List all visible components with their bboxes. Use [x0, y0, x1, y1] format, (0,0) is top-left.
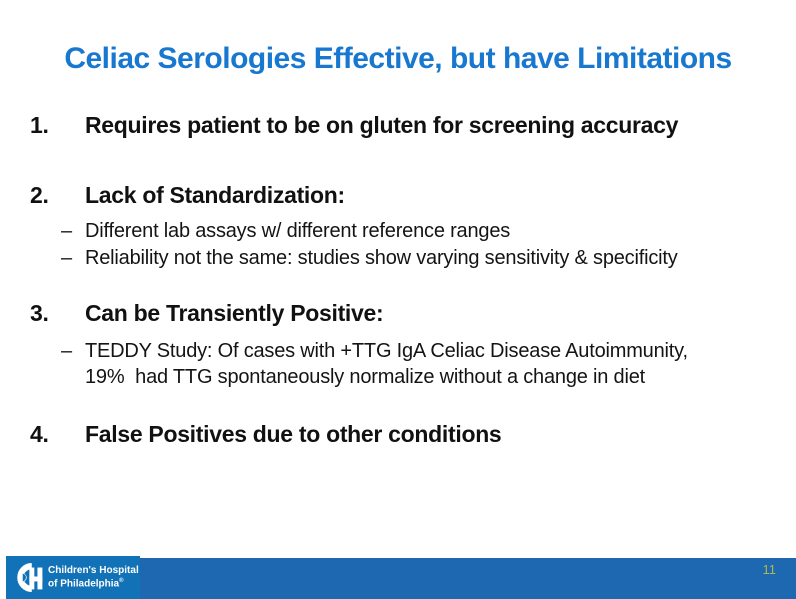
list-item-3-sub-1-text: TEDDY Study: Of cases with +TTG IgA Celi… [85, 340, 694, 388]
list-item-3-sub-1: – TEDDY Study: Of cases with +TTG IgA Ce… [0, 338, 796, 390]
list-item-4-text: False Positives due to other conditions [85, 421, 502, 447]
list-item-2-sub-2-text: Reliability not the same: studies show v… [85, 247, 678, 269]
dash-bullet: – [61, 247, 72, 269]
list-item-3-text: Can be Transiently Positive: [85, 300, 384, 326]
page-number: 11 [762, 562, 777, 577]
list-item-1-number: 1. [30, 112, 49, 138]
list-item-2-text: Lack of Standardization: [85, 182, 345, 208]
chop-ch-monogram-icon [17, 562, 43, 592]
chop-logo-line2: of Philadelphia® [48, 578, 124, 590]
list-item-3-number: 3. [30, 300, 49, 326]
list-item-2-sub-1: – Different lab assays w/ different refe… [0, 218, 796, 244]
chop-logo-text: Children's Hospital of Philadelphia® [48, 565, 139, 589]
dash-bullet: – [61, 220, 72, 242]
list-item-2-number: 2. [30, 182, 49, 208]
footer-bar: 11 [140, 558, 796, 599]
list-item-1: 1. Requires patient to be on gluten for … [0, 110, 796, 140]
list-item-4: 4. False Positives due to other conditio… [0, 419, 796, 449]
slide-title: Celiac Serologies Effective, but have Li… [64, 42, 732, 75]
chop-logo-line1: Children's Hospital [48, 565, 139, 577]
list-item-4-number: 4. [30, 421, 49, 447]
list-item-2: 2. Lack of Standardization: [0, 180, 796, 210]
list-item-2-sub-1-text: Different lab assays w/ different refere… [85, 220, 511, 242]
chop-logo: Children's Hospital of Philadelphia® [6, 556, 140, 599]
list-item-2-sub-2: – Reliability not the same: studies show… [0, 245, 796, 271]
list-item-3: 3. Can be Transiently Positive: [0, 298, 796, 328]
list-item-1-text: Requires patient to be on gluten for scr… [85, 112, 679, 138]
dash-bullet: – [61, 340, 72, 362]
registered-trademark: ® [119, 578, 124, 585]
